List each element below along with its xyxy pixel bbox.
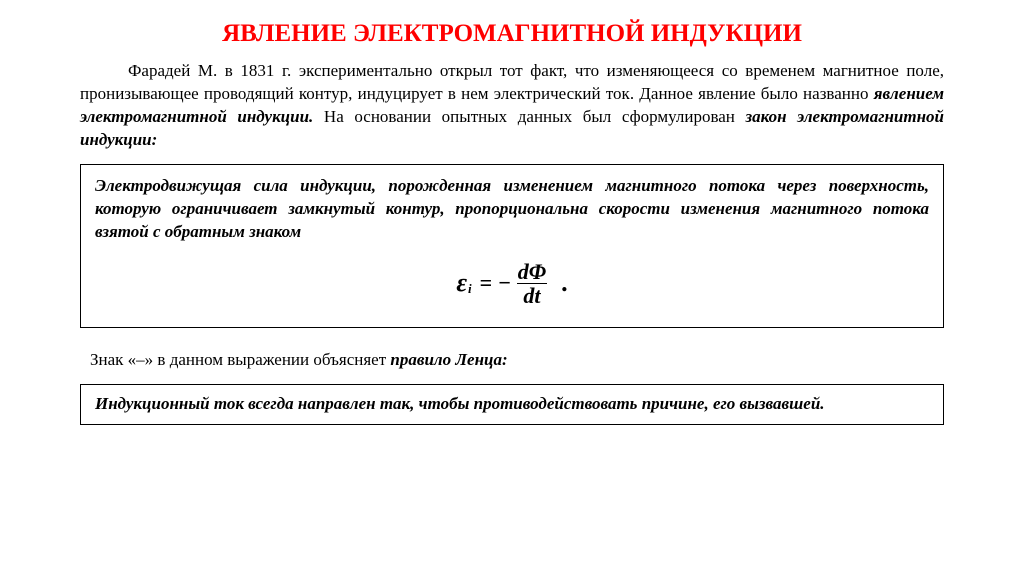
intro-text-1: Фарадей М. в 1831 г. экспериментально от… — [80, 61, 944, 103]
formula-period: . — [561, 268, 568, 298]
epsilon-subscript: i — [468, 281, 472, 297]
lenz-intro-paragraph: Знак «–» в данном выражении объясняет пр… — [90, 350, 944, 370]
epsilon-symbol: ε — [456, 268, 467, 298]
equals-sign: = — [480, 270, 493, 296]
lenz-intro-text: Знак «–» в данном выражении объясняет — [90, 350, 390, 369]
faraday-formula: εi = − dΦ dt . — [456, 260, 567, 307]
lenz-box: Индукционный ток всегда направлен так, ч… — [80, 384, 944, 425]
page-title: ЯВЛЕНИЕ ЭЛЕКТРОМАГНИТНОЙ ИНДУКЦИИ — [80, 20, 944, 48]
lenz-intro-italic: правило Ленца: — [390, 350, 507, 369]
numerator: dΦ — [515, 260, 549, 283]
law-box: Электродвижущая сила индукции, порожденн… — [80, 164, 944, 328]
lenz-text: Индукционный ток всегда направлен так, ч… — [95, 393, 929, 416]
minus-sign: − — [498, 270, 511, 296]
law-text: Электродвижущая сила индукции, порожденн… — [95, 175, 929, 244]
denominator: dt — [517, 283, 546, 307]
intro-text-2: На основании опытных данных был сформули… — [313, 107, 745, 126]
formula-container: εi = − dΦ dt . — [95, 260, 929, 307]
slide-container: ЯВЛЕНИЕ ЭЛЕКТРОМАГНИТНОЙ ИНДУКЦИИ Фараде… — [0, 0, 1024, 574]
fraction: dΦ dt — [515, 260, 549, 307]
intro-paragraph: Фарадей М. в 1831 г. экспериментально от… — [80, 60, 944, 152]
